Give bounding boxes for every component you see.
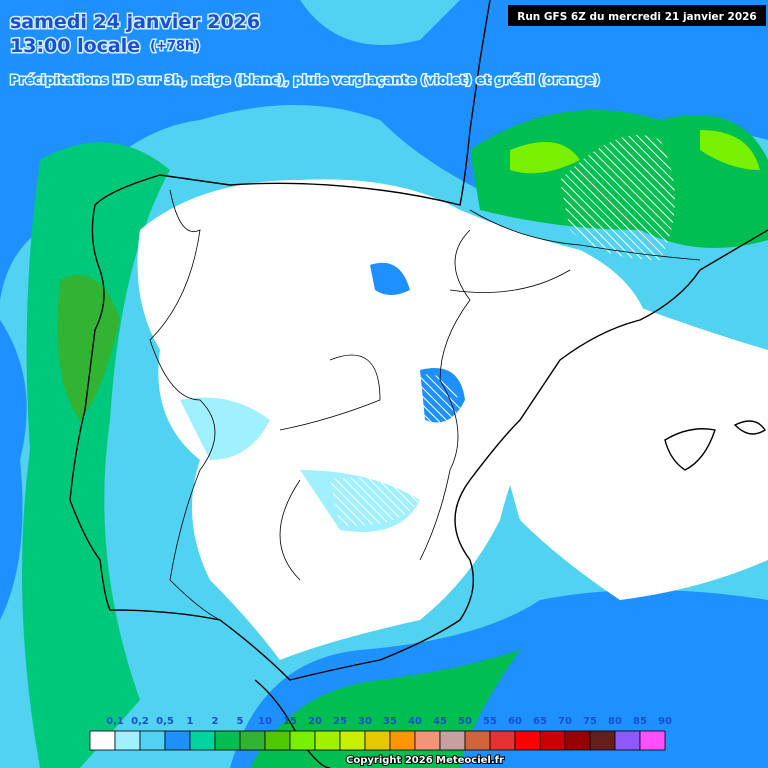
legend-label: 1 <box>187 716 194 727</box>
borders <box>149 189 701 621</box>
legend-swatch <box>114 730 141 751</box>
legend-swatch <box>589 730 616 751</box>
legend-swatch <box>189 730 216 751</box>
date: samedi 24 janvier 2026 <box>10 11 260 33</box>
legend-swatch <box>489 730 516 751</box>
legend-swatch <box>614 730 641 751</box>
legend-label: 65 <box>533 716 547 727</box>
legend-label: 30 <box>358 716 372 727</box>
legend-label: 90 <box>658 716 672 727</box>
legend-swatch <box>364 730 391 751</box>
legend-label: 2 <box>212 716 219 727</box>
legend-swatch <box>89 730 116 751</box>
legend-label: 0,2 <box>131 716 149 727</box>
legend-swatch <box>464 730 491 751</box>
legend-label: 75 <box>583 716 597 727</box>
legend-label: 0,5 <box>156 716 174 727</box>
snow-hatch <box>140 135 675 601</box>
legend-label: 25 <box>333 716 347 727</box>
legend-label: 55 <box>483 716 497 727</box>
legend-swatch <box>389 730 416 751</box>
legend-label: 20 <box>308 716 322 727</box>
legend-swatch <box>289 730 316 751</box>
legend-swatch <box>314 730 341 751</box>
legend-label: 80 <box>608 716 622 727</box>
subtitle: Précipitations HD sur 3h, neige (blanc),… <box>10 72 600 87</box>
legend-label: 85 <box>633 716 647 727</box>
header: samedi 24 janvier 2026 13:00 locale (+78… <box>9 5 766 89</box>
legend-swatch <box>639 730 666 751</box>
legend-swatch <box>264 730 291 751</box>
legend-label: 5 <box>237 716 244 727</box>
legend-swatch <box>439 730 466 751</box>
legend-label: 0,1 <box>106 716 124 727</box>
legend-swatch <box>214 730 241 751</box>
legend-swatch <box>414 730 441 751</box>
legend-label: 70 <box>558 716 572 727</box>
legend: 0,1 0,2 0,5 1 2 5 10 15 20 25 30 35 40 45 50 55 60 65 70 75… <box>89 716 672 751</box>
run-info: Run GFS 6Z du mercredi 21 janvier 2026 <box>517 11 757 23</box>
run-box <box>508 5 766 26</box>
legend-label: 15 <box>283 716 297 727</box>
legend-label: 60 <box>508 716 522 727</box>
legend-swatch <box>539 730 566 751</box>
legend-label: 45 <box>433 716 447 727</box>
legend-label: 10 <box>258 716 272 727</box>
lead-time: (+78h) <box>150 39 200 54</box>
copyright: Copyright 2026 Meteociel.fr <box>346 755 504 766</box>
legend-swatch <box>139 730 166 751</box>
time: 13:00 locale <box>10 35 140 57</box>
legend-label: 40 <box>408 716 422 727</box>
legend-label: 35 <box>383 716 397 727</box>
legend-swatch <box>514 730 541 751</box>
legend-swatch <box>564 730 591 751</box>
legend-label: 50 <box>458 716 472 727</box>
legend-swatch <box>339 730 366 751</box>
legend-swatch <box>164 730 191 751</box>
legend-swatch <box>239 730 266 751</box>
